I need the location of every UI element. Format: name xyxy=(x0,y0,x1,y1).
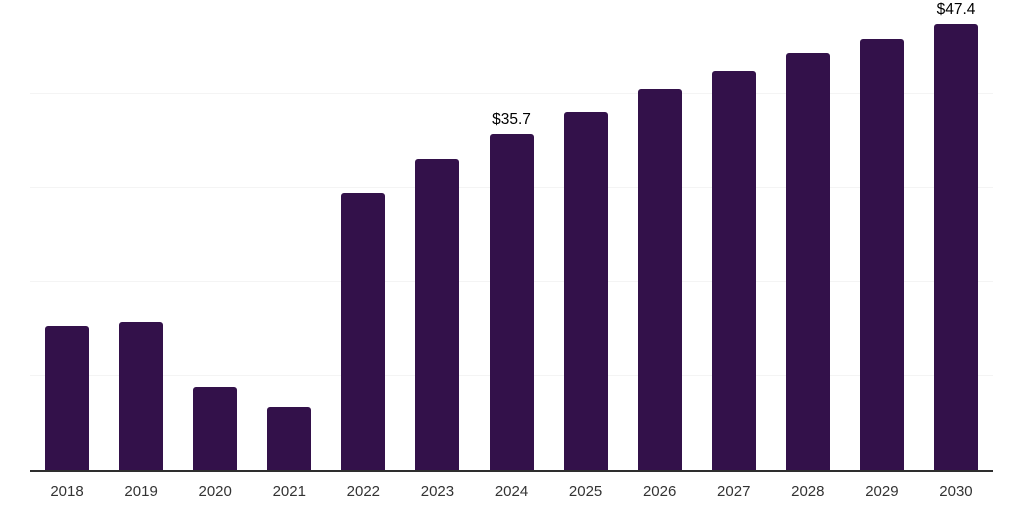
bar-column-2021 xyxy=(252,0,326,470)
bar-2030 xyxy=(933,24,978,470)
bar-column-2027 xyxy=(697,0,771,470)
bar-2025 xyxy=(563,111,608,470)
bar-2022 xyxy=(341,192,386,470)
bar-2024 xyxy=(489,134,534,470)
bar-2029 xyxy=(859,38,904,470)
bar-2023 xyxy=(415,158,460,470)
bar-2027 xyxy=(711,70,756,470)
x-tick-2022: 2022 xyxy=(346,483,381,500)
bar-column-2020 xyxy=(178,0,252,470)
x-tick-2019: 2019 xyxy=(124,483,158,500)
x-tick-2027: 2027 xyxy=(717,483,751,500)
bar-2020 xyxy=(193,387,238,470)
x-tick-2020: 2020 xyxy=(198,483,232,500)
x-tick-2024: 2024 xyxy=(494,483,529,500)
x-tick-2025: 2025 xyxy=(568,483,603,500)
x-axis: 2018 2019 2020 2021 2022 2023 2024 2025 2026 2027… xyxy=(30,472,993,512)
x-tick-2030: 2030 xyxy=(939,483,973,500)
bar-column-2019 xyxy=(104,0,178,470)
bar-2026 xyxy=(637,89,682,470)
bar-column-2023 xyxy=(400,0,474,470)
bar-column-2022 xyxy=(326,0,400,470)
data-label-2030: $47.4 xyxy=(936,0,976,18)
x-tick-2021: 2021 xyxy=(272,483,306,500)
plot-area: $35.7 $47.4 xyxy=(30,0,993,472)
bar-column-2025 xyxy=(549,0,623,470)
bars-container: $35.7 $47.4 xyxy=(30,0,993,470)
bar-column-2018 xyxy=(30,0,104,470)
bar-column-2024: $35.7 xyxy=(474,0,548,470)
bar-2019 xyxy=(119,322,164,470)
x-tick-2028: 2028 xyxy=(791,483,825,500)
bar-column-2028 xyxy=(771,0,845,470)
bar-column-2026 xyxy=(623,0,697,470)
bar-2021 xyxy=(267,407,312,470)
x-tick-2026: 2026 xyxy=(642,483,677,500)
bar-2018 xyxy=(45,326,90,470)
bar-column-2029 xyxy=(845,0,919,470)
x-tick-2023: 2023 xyxy=(420,483,455,500)
x-tick-2018: 2018 xyxy=(50,483,84,500)
gridline xyxy=(30,93,993,94)
x-tick-2029: 2029 xyxy=(865,483,899,500)
data-label-2024: $35.7 xyxy=(492,110,531,128)
bar-column-2030: $47.4 xyxy=(919,0,993,470)
bar-2028 xyxy=(785,52,830,470)
